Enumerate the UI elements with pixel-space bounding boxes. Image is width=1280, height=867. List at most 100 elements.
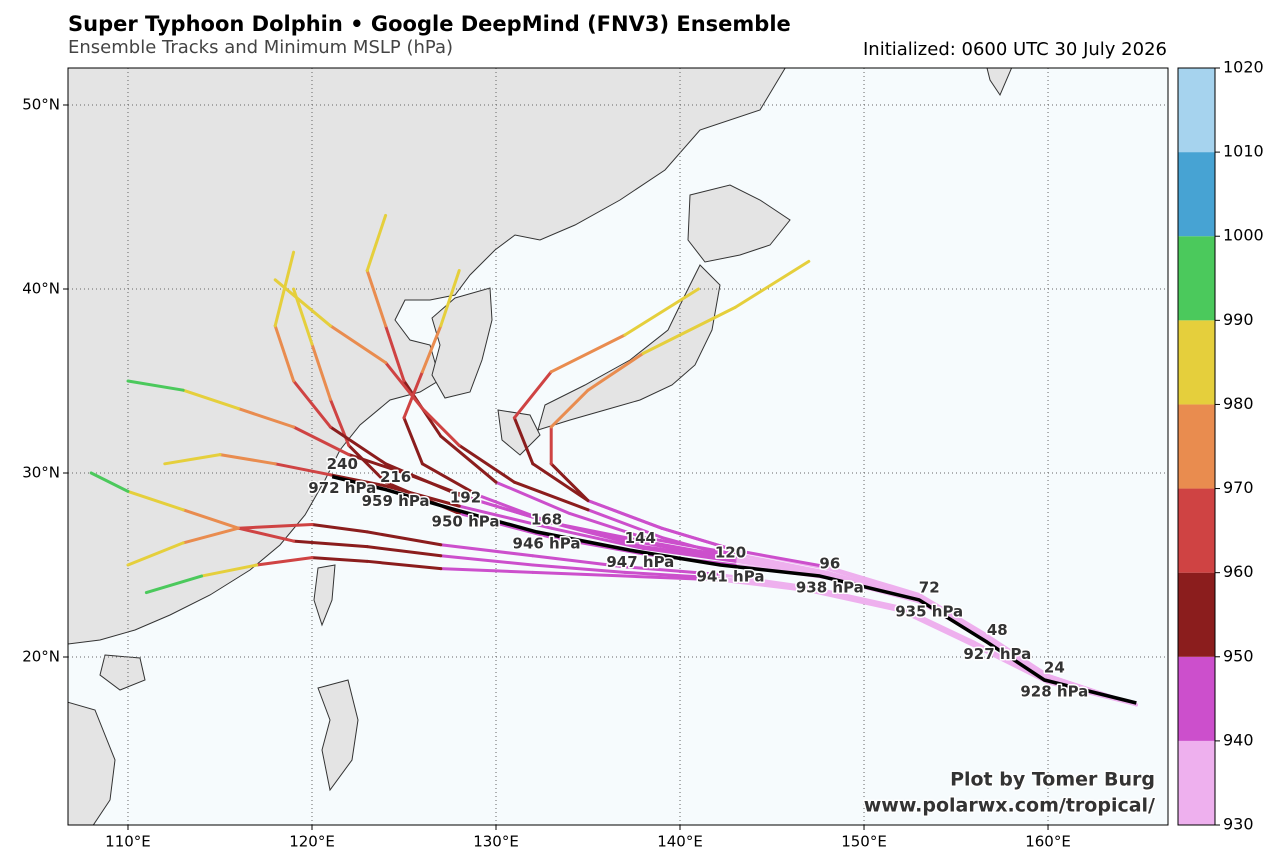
forecast-hour: 48 — [987, 621, 1008, 639]
colorbar-label: 940 — [1223, 730, 1254, 749]
colorbar-band — [1178, 740, 1215, 825]
track-segment — [181, 508, 240, 530]
mslp-label: 935 hPa — [895, 602, 963, 620]
track-segment — [181, 526, 240, 545]
track-segment — [807, 585, 903, 609]
forecast-hour: 168 — [531, 510, 562, 528]
track-segment — [972, 644, 1050, 685]
track-segment — [126, 541, 185, 567]
track-segment — [420, 324, 443, 374]
track-segment — [310, 523, 369, 534]
mean-track: 24 928 hPa 48 927 hPa 72 935 hPa 96 938 hPa 120 9… — [307, 454, 1137, 705]
forecast-hour: 192 — [450, 488, 481, 506]
track-segment — [641, 305, 737, 355]
colorbar-label: 950 — [1223, 646, 1254, 665]
track-segment — [273, 324, 296, 383]
track-segment — [917, 596, 986, 637]
track-segment — [126, 489, 185, 512]
track-segment — [899, 607, 976, 646]
track-segment — [144, 574, 204, 595]
track-segment — [347, 453, 406, 475]
track-segment — [660, 535, 737, 560]
x-tick-label: 140°E — [657, 833, 703, 851]
track-segment — [292, 379, 332, 429]
track-segment — [512, 480, 590, 512]
x-tick-label: 110°E — [105, 833, 151, 851]
track-segment — [200, 563, 259, 578]
colorbar-band — [1178, 152, 1215, 237]
colorbar-band — [1178, 404, 1215, 489]
x-tick-label: 120°E — [289, 833, 335, 851]
track-segment — [899, 605, 976, 644]
track-segment — [586, 508, 664, 539]
track-segment — [623, 287, 700, 337]
track-segment — [825, 565, 921, 596]
track-segment — [439, 543, 535, 558]
track-segment — [439, 269, 461, 328]
track-segment — [292, 539, 369, 549]
mslp-label: 950 hPa — [432, 512, 500, 530]
track-segment — [255, 556, 314, 567]
y-tick-label: 30°N — [22, 463, 60, 481]
track-segment — [549, 333, 627, 374]
colorbar-band — [1178, 572, 1215, 657]
track-segment — [733, 259, 811, 309]
track-segment — [89, 471, 130, 493]
track-segment — [126, 379, 185, 392]
track-segment — [586, 351, 645, 392]
track-segment — [310, 556, 369, 563]
track-segment — [531, 570, 627, 578]
forecast-hour: 72 — [919, 578, 940, 596]
track-segment — [807, 589, 903, 613]
land — [68, 68, 1013, 825]
initialized: Initialized: 0600 UTC 30 July 2026 — [863, 39, 1167, 60]
forecast-hour: 120 — [715, 543, 746, 561]
track-segment — [623, 570, 719, 580]
graticule — [68, 68, 1168, 825]
track-segment — [568, 511, 645, 539]
mslp-label: 928 hPa — [1020, 683, 1088, 701]
track-segment — [328, 324, 388, 365]
title: Super Typhoon Dolphin • Google DeepMind … — [68, 12, 791, 36]
track-segment — [549, 521, 645, 549]
mslp-label: 946 hPa — [513, 534, 581, 552]
track-segment — [917, 592, 986, 635]
mslp-label: 941 hPa — [697, 567, 765, 585]
colorbar-label: 960 — [1223, 562, 1254, 581]
mslp-label: 938 hPa — [796, 579, 864, 597]
track-segment — [365, 545, 443, 558]
track-segment — [733, 556, 829, 574]
forecast-hour: 144 — [625, 529, 656, 547]
colorbar-label: 1000 — [1223, 226, 1264, 245]
mslp-label: 959 hPa — [362, 492, 430, 510]
colorbar-label: 930 — [1223, 815, 1254, 834]
forecast-hour: 96 — [819, 555, 840, 573]
colorbar-label: 980 — [1223, 394, 1254, 413]
track-segment — [531, 462, 590, 503]
x-tick-label: 150°E — [841, 833, 887, 851]
track-segment — [365, 269, 388, 328]
colorbar-band — [1178, 488, 1215, 573]
colorbar: 930 940 950 960 970 980 990 1000 1010 1020 — [1177, 58, 1264, 834]
axes: 110°E 120°E 130°E 140°E 150°E 160°E 20°N 30°N 40… — [22, 95, 1071, 850]
colorbar-label: 970 — [1223, 478, 1254, 497]
track-segment — [733, 548, 829, 569]
mslp-label: 972 hPa — [308, 479, 376, 497]
track-segment — [218, 453, 277, 466]
y-tick-label: 50°N — [22, 95, 60, 113]
credit-url: www.polarwx.com/tropical/ — [864, 795, 1155, 817]
track-segment — [715, 576, 811, 591]
track-segment — [733, 557, 829, 576]
track-segment — [384, 484, 461, 508]
track-segment — [439, 567, 535, 574]
mslp-label: 947 hPa — [606, 553, 674, 571]
track-segment — [549, 388, 590, 429]
x-tick-label: 130°E — [473, 833, 519, 851]
forecast-hour: 216 — [380, 468, 411, 486]
track-segment — [402, 416, 424, 466]
track-segment — [292, 425, 351, 457]
track-segment — [328, 425, 388, 466]
track-segment — [420, 462, 480, 497]
track-segment — [586, 499, 664, 530]
